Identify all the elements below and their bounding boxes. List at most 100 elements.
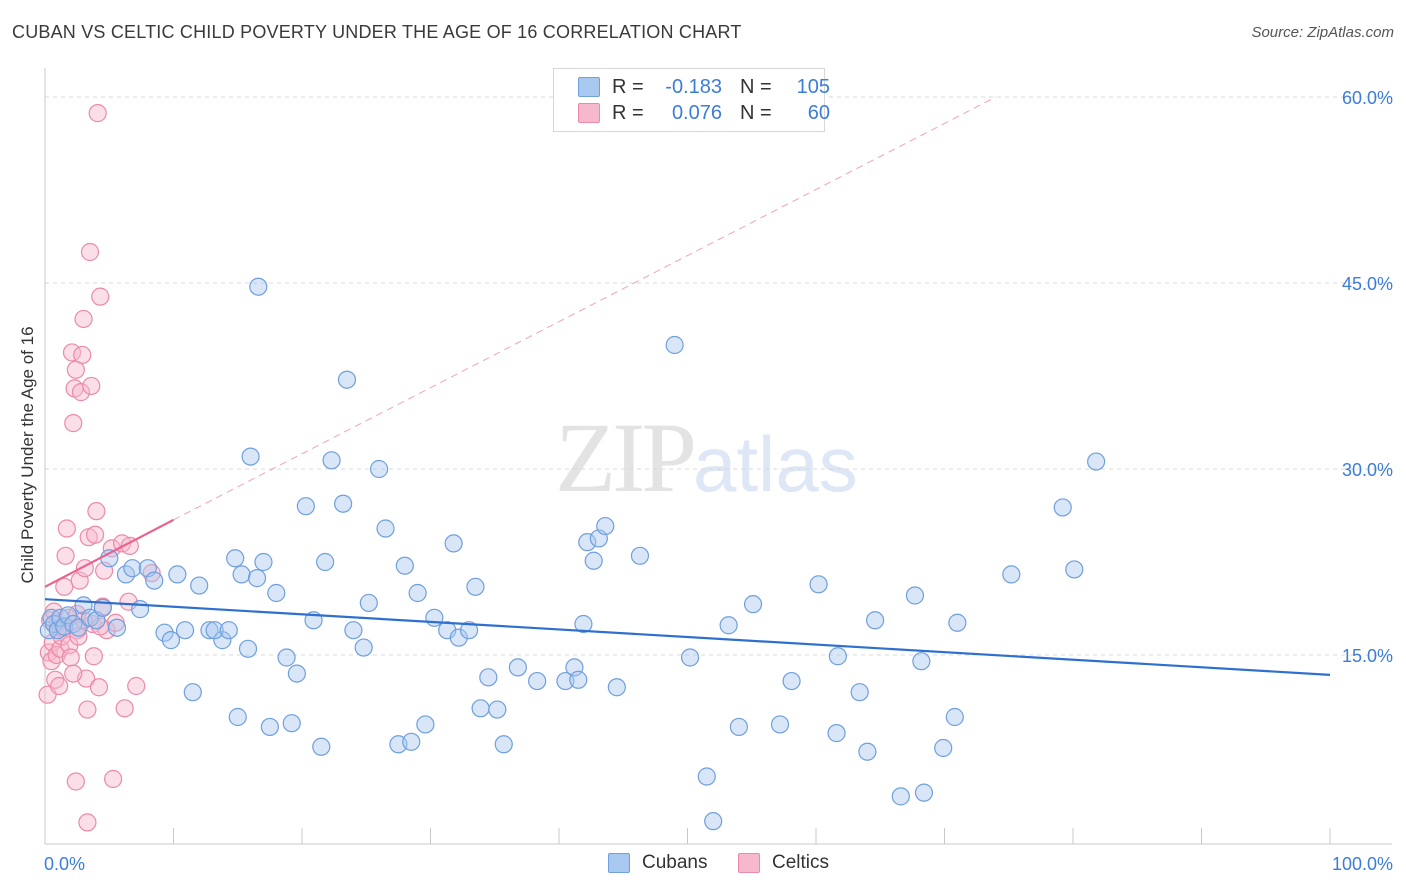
cubans-point xyxy=(175,621,195,640)
cubans-point xyxy=(719,616,738,635)
cubans-point xyxy=(578,533,597,552)
cubans-point xyxy=(107,618,127,637)
celtics-point xyxy=(57,519,76,538)
cubans-point xyxy=(238,639,258,658)
cubans-point xyxy=(1053,498,1072,517)
cubans-point xyxy=(249,277,268,296)
cubans-point xyxy=(287,664,306,683)
axes xyxy=(44,68,1392,845)
cubans-point xyxy=(584,551,603,570)
cubans-point xyxy=(891,787,910,806)
legend-r-label: R = xyxy=(612,75,644,98)
cubans-point xyxy=(782,671,801,691)
celtics-trend-line xyxy=(44,518,175,588)
cubans-point xyxy=(809,575,828,594)
y-tick-label: 45.0% xyxy=(1342,274,1393,294)
cubans-point xyxy=(344,621,363,640)
cubans-point xyxy=(337,370,357,389)
cubans-point xyxy=(494,735,513,754)
cubans-trend-line xyxy=(44,598,1331,676)
trend-lines xyxy=(44,96,1331,676)
legend-swatch-celtics xyxy=(578,103,600,123)
cubans-point xyxy=(267,583,286,603)
cubans-point xyxy=(596,516,615,536)
legend-label-cubans: Cubans xyxy=(642,852,708,873)
cubans-point xyxy=(155,623,174,642)
celtics-point xyxy=(61,648,80,667)
cubans-point xyxy=(569,670,588,689)
cubans-point xyxy=(354,638,373,657)
cubans-point xyxy=(232,565,251,584)
legend-r-label: R = xyxy=(612,101,644,124)
legend-r-value: 0.076 xyxy=(671,101,722,124)
celtics-point xyxy=(66,772,85,791)
cubans-point xyxy=(828,647,847,666)
cubans-point xyxy=(408,583,427,603)
cubans-point xyxy=(574,614,593,634)
cubans-point xyxy=(729,717,749,737)
cubans-point xyxy=(630,546,650,565)
cubans-point xyxy=(123,559,142,578)
cubans-point xyxy=(322,451,341,470)
cubans-point xyxy=(228,707,247,727)
cubans-point xyxy=(183,683,202,702)
cubans-point xyxy=(130,600,150,619)
celtics-point xyxy=(84,647,103,666)
cubans-point xyxy=(190,576,209,595)
celtics-point xyxy=(71,383,91,402)
legend-swatch-cubans xyxy=(608,853,630,873)
celtics-point xyxy=(64,414,83,433)
cubans-point xyxy=(145,571,164,590)
celtics-point xyxy=(78,700,97,719)
cubans-point xyxy=(934,738,953,758)
celtics-point xyxy=(91,287,110,306)
cubans-point xyxy=(226,549,245,568)
cubans-point xyxy=(508,658,527,677)
chart-title: CUBAN VS CELTIC CHILD POVERTY UNDER THE … xyxy=(12,22,742,42)
cubans-point xyxy=(948,613,967,632)
cubans-point xyxy=(416,715,435,734)
cubans-point xyxy=(59,606,78,625)
cubans-point xyxy=(680,648,700,667)
celtics-point xyxy=(88,104,107,123)
celtics-point xyxy=(82,376,101,396)
cubans-point xyxy=(471,699,490,718)
cubans-point xyxy=(770,715,790,734)
cubans-point xyxy=(1002,565,1021,584)
celtics-point xyxy=(115,699,134,718)
cubans-point xyxy=(316,552,335,572)
cubans-point xyxy=(827,724,846,743)
celtics-point xyxy=(104,769,123,789)
cubans-point xyxy=(665,335,684,355)
cubans-point xyxy=(370,459,389,479)
legend-swatch-cubans xyxy=(578,77,600,97)
celtics-trend-extension xyxy=(173,96,997,521)
cubans-point xyxy=(850,683,869,702)
cubans-point xyxy=(241,447,260,466)
cubans-point xyxy=(402,732,421,751)
legend-item-cubans: Cubans xyxy=(608,852,708,874)
cubans-point xyxy=(858,742,877,761)
legend-n-value: 60 xyxy=(807,101,830,124)
cubans-point xyxy=(395,556,414,575)
celtics-point xyxy=(74,309,93,329)
cubans-point xyxy=(704,812,723,831)
celtics-point xyxy=(127,676,146,696)
legend-r-value: -0.183 xyxy=(665,75,722,98)
cubans-point xyxy=(459,621,479,640)
cubans-point xyxy=(556,671,575,691)
watermark-zip: ZIP xyxy=(555,402,697,513)
celtics-point xyxy=(87,502,106,521)
cubans-point xyxy=(449,628,468,647)
legend-row-celtics: R = 0.076 N = 60 xyxy=(578,101,830,125)
legend-item-celtics: Celtics xyxy=(738,852,829,874)
cubans-point xyxy=(260,717,279,737)
celtics-point xyxy=(50,676,69,696)
cubans-point xyxy=(607,678,626,697)
axis-labels: 15.0% 30.0% 45.0% 60.0% 0.0% 100.0% Child Pove… xyxy=(18,88,1393,874)
cubans-point xyxy=(1065,560,1084,579)
cubans-point xyxy=(254,552,273,572)
x-tick-label: 0.0% xyxy=(44,854,85,874)
cubans-point xyxy=(219,621,238,640)
celtics-point xyxy=(56,546,75,565)
